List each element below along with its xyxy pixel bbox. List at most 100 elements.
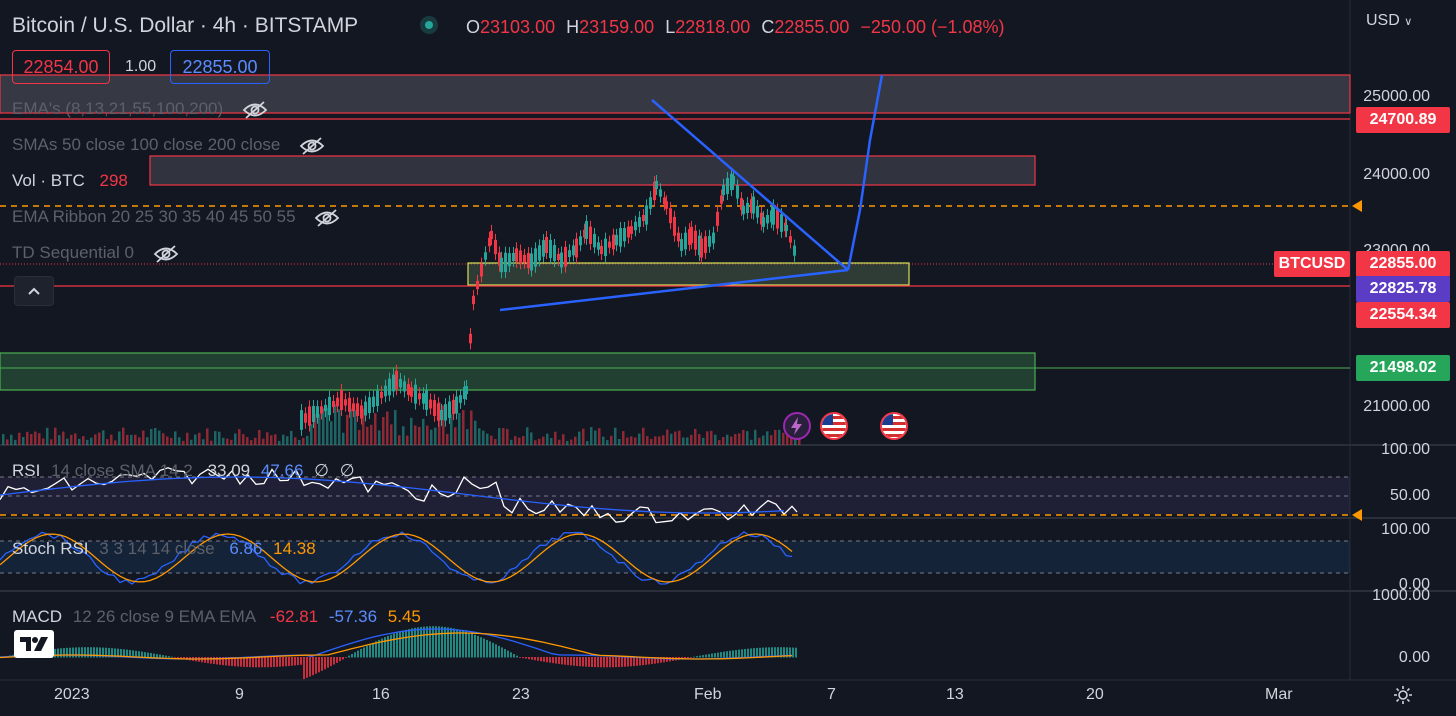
ribbon-legend[interactable]: EMA Ribbon 20 25 30 35 40 45 50 55 [12, 207, 340, 227]
candle [372, 396, 375, 407]
us-flag-icon[interactable] [820, 412, 848, 440]
candle [730, 173, 733, 191]
macd-histogram-bar [744, 648, 746, 658]
market-status-icon[interactable] [420, 16, 438, 34]
lightning-icon[interactable] [783, 412, 811, 440]
candle [780, 214, 783, 232]
macd-histogram-bar [378, 639, 380, 658]
macd-histogram-bar [624, 657, 626, 667]
volume-bar [234, 433, 237, 445]
gear-icon[interactable] [1392, 684, 1414, 706]
level-22554-tag[interactable]: 22554.34 [1356, 302, 1450, 328]
rsi-sma-value: 47.66 [260, 461, 304, 480]
stoch-legend[interactable]: Stoch RSI 3 3 14 14 close 6.86 14.38 [12, 539, 316, 559]
time-axis-label: 16 [372, 686, 390, 703]
macd-legend[interactable]: MACD 12 26 close 9 EMA EMA -62.81 -57.36… [12, 607, 421, 627]
volume-bar [610, 435, 613, 445]
ema-legend[interactable]: EMA's (8,13,21,55,100,200) [12, 99, 268, 119]
rsi-legend[interactable]: RSI 14 close SMA 14 2 33.09 47.66 ∅ ∅ [12, 461, 355, 481]
macd-histogram-bar [618, 657, 620, 668]
volume-bar [654, 436, 657, 445]
currency-selector[interactable]: USD ∨ [1366, 12, 1412, 30]
volume-bar [506, 428, 509, 445]
volume-bar [250, 440, 253, 445]
macd-histogram-bar [786, 647, 788, 658]
macd-histogram-bar [513, 654, 515, 658]
macd-histogram-bar [426, 626, 428, 658]
rsi-empty-value: ∅ [314, 461, 329, 480]
change-value: −250.00 (−1.08%) [860, 17, 1005, 37]
resistance-zone [0, 74, 1351, 114]
macd-histogram-bar [651, 657, 653, 665]
collapse-legend-button[interactable] [14, 276, 54, 306]
macd-histogram-bar [66, 647, 68, 658]
candle [762, 217, 765, 227]
level-21498-tag[interactable]: 21498.02 [1356, 355, 1450, 381]
macd-histogram-bar [240, 657, 242, 667]
volume-bar [614, 427, 617, 445]
volume-legend[interactable]: Vol · BTC 298 [12, 171, 128, 191]
volume-bar [6, 439, 9, 445]
volume-value: 298 [99, 171, 128, 190]
macd-histogram-bar [168, 656, 170, 658]
rsi-params: 14 close SMA 14 2 [51, 461, 193, 480]
eye-off-icon[interactable] [242, 100, 268, 119]
candle [645, 205, 648, 225]
volume-bar [22, 437, 25, 445]
macd-histogram-bar [69, 647, 71, 658]
eye-off-icon[interactable] [153, 244, 179, 263]
last-price-tag[interactable]: 22855.00 [1356, 251, 1450, 277]
tradingview-logo[interactable] [14, 630, 54, 658]
volume-bar [278, 440, 281, 445]
macd-histogram-bar [309, 657, 311, 677]
volume-bar [758, 437, 761, 445]
macd-histogram-bar [105, 647, 107, 658]
macd-histogram-bar [474, 634, 476, 658]
low-key: L [665, 17, 676, 37]
candle [534, 248, 537, 267]
macd-histogram-bar [783, 647, 785, 658]
volume-bar [482, 430, 485, 445]
macd-histogram-bar [339, 657, 341, 662]
macd-histogram-bar [81, 647, 83, 658]
candle [312, 405, 315, 423]
candle [304, 413, 307, 423]
td-legend-label: TD Sequential 0 [12, 243, 134, 262]
candle [356, 403, 359, 416]
eye-off-icon[interactable] [299, 136, 325, 155]
macd-histogram-bar [591, 657, 593, 667]
volume-bar [370, 424, 373, 445]
volume-bar [82, 436, 85, 445]
candle [742, 205, 745, 215]
level-24700-tag[interactable]: 24700.89 [1356, 107, 1450, 133]
us-flag-icon[interactable] [880, 412, 908, 440]
macd-name: MACD [12, 607, 63, 626]
macd-histogram-bar [408, 629, 410, 658]
stoch-k-line [0, 531, 793, 585]
macd-histogram-bar [735, 649, 737, 658]
macd-histogram-bar [468, 632, 470, 658]
volume-bar [318, 414, 321, 445]
macd-histogram-bar [606, 657, 608, 668]
sma-legend[interactable]: SMAs 50 close 100 close 200 close [12, 135, 325, 155]
stoch-name: Stoch RSI [12, 539, 89, 558]
buy-button[interactable]: 22855.00 [170, 50, 270, 84]
sell-button[interactable]: 22854.00 [12, 50, 110, 84]
eye-off-icon[interactable] [314, 208, 340, 227]
volume-bar [650, 438, 653, 445]
macd-histogram-bar [150, 653, 152, 658]
candle [593, 233, 596, 248]
candle [677, 232, 680, 242]
macd-histogram-bar [567, 657, 569, 666]
symbol-title[interactable]: Bitcoin / U.S. Dollar · 4h · BITSTAMP [12, 14, 359, 37]
volume-bar [454, 427, 457, 445]
macd-histogram-bar [450, 627, 452, 658]
volume-bar [426, 425, 429, 445]
macd-histogram-bar [528, 657, 530, 660]
td-legend[interactable]: TD Sequential 0 [12, 243, 179, 263]
level-22825-tag[interactable]: 22825.78 [1356, 276, 1450, 302]
macd-histogram-bar [285, 657, 287, 667]
volume-bar [542, 436, 545, 445]
volume-bar [58, 435, 61, 445]
